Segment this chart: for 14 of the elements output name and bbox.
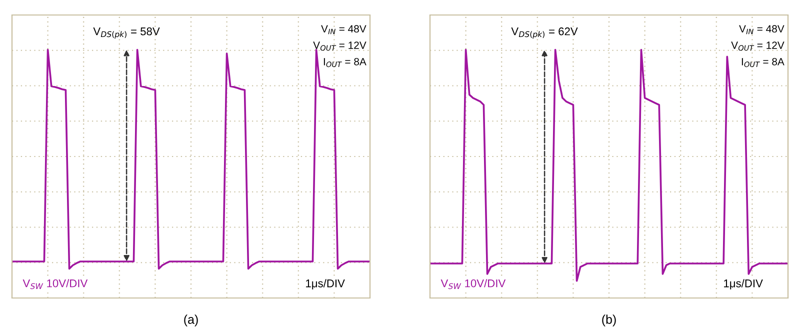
annotation: V$_{OUT}$ = 12V	[313, 42, 366, 51]
text: V$_{IN}$ = 48V	[739, 25, 784, 34]
x-axis-title: (b)	[602, 314, 616, 326]
annotation: 1μs/DIV	[306, 279, 345, 290]
text: V$_{IN}$ = 48V	[321, 25, 366, 34]
text: V$_{DS(pk)}$ = 58V	[93, 27, 160, 39]
annotation: 1μs/DIV	[724, 279, 763, 290]
annotation: V$_{SW}$ 10V/DIV	[440, 279, 506, 290]
text: V$_{DS(pk)}$ = 62V	[511, 27, 578, 39]
annotation: I$_{OUT}$ = 8A	[324, 58, 366, 68]
annotation: V$_{SW}$ 10V/DIV	[22, 279, 88, 290]
annotation: I$_{OUT}$ = 8A	[742, 58, 784, 68]
x-axis-title: (a)	[184, 314, 198, 326]
annotation: V$_{OUT}$ = 12V	[731, 42, 784, 51]
